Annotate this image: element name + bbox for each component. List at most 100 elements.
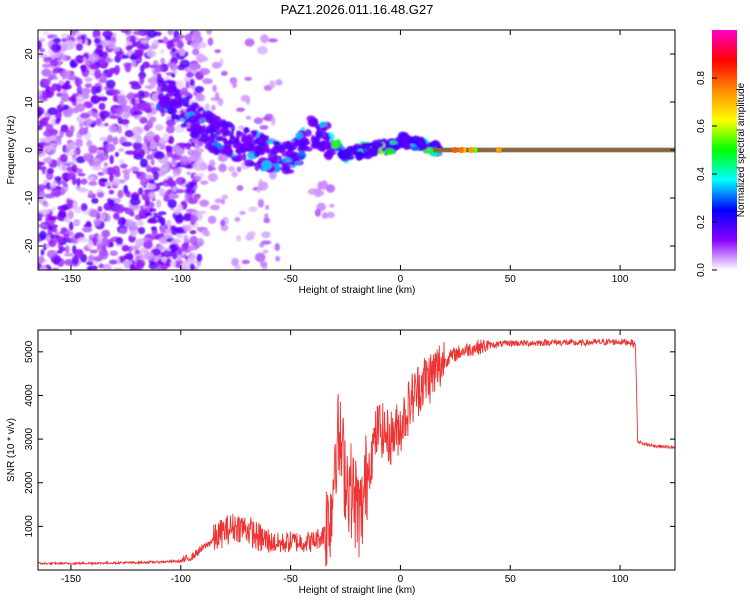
- spectral-cell: [254, 147, 261, 158]
- spectral-cell: [124, 130, 135, 138]
- spectral-cell: [263, 217, 271, 224]
- spectral-cell: [137, 90, 145, 100]
- spectral-cell: [205, 116, 215, 124]
- spectral-cell: [214, 49, 221, 54]
- spectral-cell: [86, 266, 92, 270]
- spectral-cell: [45, 182, 52, 190]
- spectral-cell: [51, 69, 59, 74]
- spectral-cell: [191, 62, 197, 71]
- spectral-cell: [125, 94, 135, 99]
- spectral-cell: [112, 94, 119, 103]
- spectral-cell: [82, 57, 87, 63]
- spectral-cell: [132, 126, 143, 136]
- spectral-cell: [41, 166, 46, 175]
- spectral-cell: [158, 236, 170, 244]
- spectral-cell: [211, 104, 216, 111]
- spectral-cell: [189, 230, 197, 235]
- spectral-cell: [113, 212, 120, 220]
- spectral-cell: [80, 178, 88, 185]
- spectral-cell: [56, 157, 61, 167]
- steady-tone-band: [458, 147, 465, 153]
- spectral-cell: [115, 51, 123, 56]
- spectral-cell: [157, 211, 167, 216]
- spectral-cell: [253, 117, 263, 125]
- spectral-cell: [229, 77, 238, 85]
- spectral-cell: [189, 79, 195, 87]
- spectral-cell: [133, 93, 139, 99]
- spectral-cell: [362, 151, 373, 160]
- spectral-cell: [165, 124, 175, 134]
- spectral-cell: [136, 220, 145, 227]
- spectral-cell: [155, 265, 163, 270]
- spectral-cell: [172, 36, 181, 43]
- spectral-cell: [97, 146, 107, 151]
- spectral-cell: [38, 137, 50, 143]
- spectral-cell: [129, 35, 137, 43]
- spectral-cell: [102, 167, 108, 175]
- spectral-cell: [124, 252, 134, 260]
- spectral-cell: [67, 210, 74, 220]
- spectral-cell: [104, 122, 109, 127]
- spectral-cell: [85, 220, 92, 227]
- spectral-cell: [192, 161, 204, 172]
- spectral-cell: [207, 37, 214, 46]
- spectral-cell: [154, 64, 163, 73]
- spectral-cell: [196, 237, 205, 247]
- spectral-cell: [42, 31, 50, 36]
- steady-tone: [433, 147, 675, 153]
- spectral-cell: [104, 143, 116, 153]
- spectral-cell: [196, 226, 203, 231]
- spectral-cell: [189, 235, 198, 245]
- spectral-cell: [155, 199, 162, 208]
- spectral-cell: [136, 262, 142, 269]
- spectral-cell: [168, 193, 180, 200]
- spectral-cell: [240, 95, 251, 103]
- spectral-cell: [269, 80, 276, 89]
- colorbar-tick-label: 0.6: [696, 119, 707, 133]
- spectral-cell: [179, 155, 190, 166]
- spectral-cell: [355, 152, 364, 161]
- spectral-cell: [254, 252, 266, 263]
- spectral-cell: [56, 104, 63, 111]
- spectral-cell: [181, 242, 190, 250]
- spectral-cell: [101, 229, 111, 238]
- spectral-cell: [108, 259, 118, 265]
- y-tick-label: 3000: [24, 428, 35, 451]
- spectral-cell: [160, 217, 166, 227]
- spectral-cell: [199, 199, 210, 207]
- spectral-cell: [134, 249, 141, 255]
- spectral-cell: [175, 233, 184, 239]
- spectral-cell: [162, 132, 169, 142]
- spectral-cell: [241, 259, 250, 265]
- spectral-cell: [170, 245, 178, 253]
- spectral-cell: [199, 68, 210, 76]
- spectral-cell: [94, 37, 101, 44]
- spectral-cell: [118, 159, 125, 164]
- x-tick-label: 100: [612, 274, 629, 285]
- spectral-cell: [61, 163, 67, 172]
- spectral-cell: [124, 150, 136, 155]
- spectral-cell: [185, 80, 190, 89]
- spectral-cell: [193, 194, 201, 201]
- spectral-cell: [47, 215, 58, 221]
- spectral-cell: [433, 142, 440, 148]
- spectral-cell: [91, 162, 102, 167]
- spectral-cell: [114, 204, 125, 214]
- spectral-cell: [184, 102, 190, 108]
- spectral-cell: [42, 92, 47, 101]
- spectral-cell: [43, 129, 54, 138]
- spectral-cell: [130, 83, 142, 90]
- y-tick-label: 4000: [24, 384, 35, 407]
- spectral-cell: [166, 40, 173, 50]
- spectral-cell: [183, 76, 190, 83]
- spectral-cell: [162, 94, 170, 104]
- snr-plot-area: [38, 330, 675, 570]
- spectral-cell: [75, 42, 83, 51]
- spectral-cell: [177, 47, 185, 55]
- spectral-cell: [144, 251, 154, 261]
- spectral-cell: [87, 190, 94, 197]
- y-tick-label: 0: [24, 147, 35, 153]
- spectral-cell: [326, 184, 336, 193]
- spectral-cell: [109, 241, 114, 248]
- spectral-cell: [184, 33, 193, 42]
